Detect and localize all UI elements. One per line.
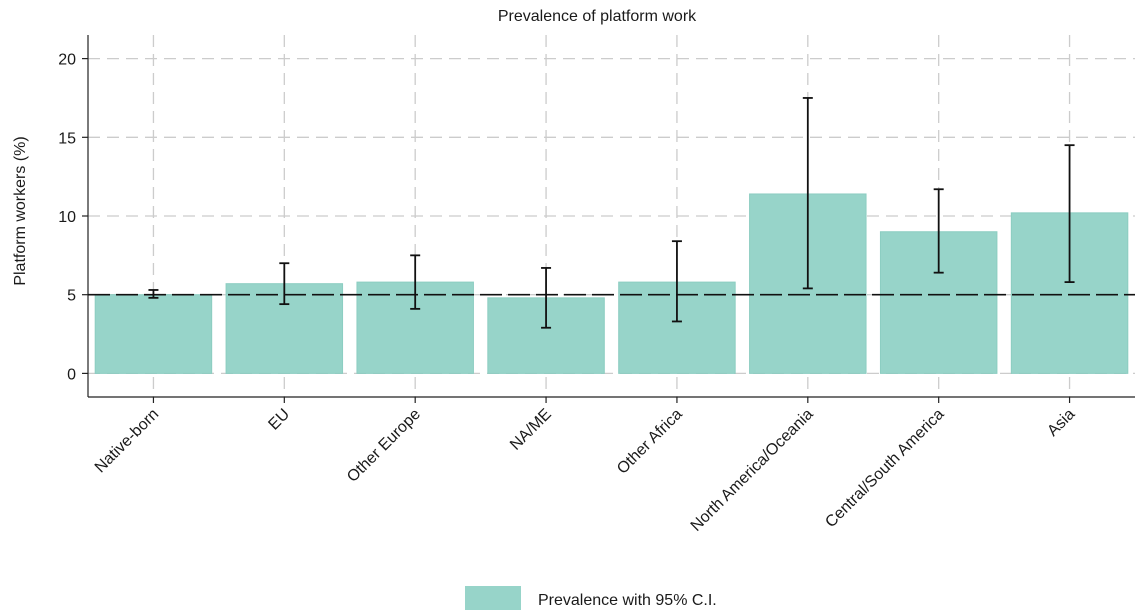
x-tick-label: Central/South America <box>822 406 947 531</box>
y-axis-label: Platform workers (%) <box>12 136 29 285</box>
legend: Prevalence with 95% C.I. <box>465 586 717 610</box>
y-tick-label: 15 <box>58 130 76 147</box>
x-tick-label: Other Africa <box>614 406 686 478</box>
x-tick-label: Native-born <box>92 406 163 477</box>
x-tick-label: EU <box>265 406 293 434</box>
chart-title: Prevalence of platform work <box>498 8 697 25</box>
y-tick-label: 0 <box>67 366 76 383</box>
x-tick-label: North America/Oceania <box>688 406 817 535</box>
y-tick-label: 5 <box>67 288 76 305</box>
x-tick-label: NA/ME <box>507 406 555 454</box>
x-tick-label: Asia <box>1044 406 1078 440</box>
x-tick-label: Other Europe <box>344 406 424 486</box>
bar <box>94 294 213 374</box>
y-tick-label: 10 <box>58 209 76 226</box>
y-tick-label: 20 <box>58 52 76 69</box>
legend-label: Prevalence with 95% C.I. <box>538 592 717 609</box>
plot-area: 0 5 10 15 20 Native-born EU Other Europe NA/ME Ot… <box>58 35 1135 535</box>
legend-swatch <box>465 586 521 610</box>
